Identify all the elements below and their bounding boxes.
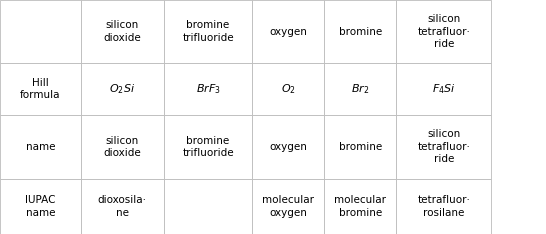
Bar: [396, 115, 491, 179]
Text: $F_{4}Si$: $F_{4}Si$: [432, 82, 456, 96]
Bar: [81, 63, 164, 115]
Bar: [396, 179, 491, 234]
Bar: [324, 179, 396, 234]
Text: silicon
tetrafluor·
ride: silicon tetrafluor· ride: [418, 14, 470, 49]
Text: $O_{2}$: $O_{2}$: [281, 82, 296, 96]
Bar: [81, 179, 164, 234]
Text: bromine
trifluoride: bromine trifluoride: [182, 136, 234, 158]
Bar: [252, 63, 324, 115]
Bar: [252, 115, 324, 179]
Text: oxygen: oxygen: [269, 27, 307, 37]
Text: molecular
bromine: molecular bromine: [334, 195, 387, 218]
Text: silicon
tetrafluor·
ride: silicon tetrafluor· ride: [418, 129, 470, 164]
Text: silicon
dioxide: silicon dioxide: [103, 20, 141, 43]
Bar: [252, 179, 324, 234]
Bar: [396, 63, 491, 115]
Text: dioxosila·
ne: dioxosila· ne: [98, 195, 147, 218]
Bar: [164, 115, 252, 179]
Text: bromine: bromine: [339, 142, 382, 152]
Text: Hill
formula: Hill formula: [20, 78, 61, 100]
Bar: [324, 115, 396, 179]
Text: $BrF_{3}$: $BrF_{3}$: [195, 82, 221, 96]
Text: $Br_{2}$: $Br_{2}$: [351, 82, 370, 96]
Bar: [81, 115, 164, 179]
Text: bromine
trifluoride: bromine trifluoride: [182, 20, 234, 43]
Text: silicon
dioxide: silicon dioxide: [103, 136, 141, 158]
Bar: [164, 0, 252, 63]
Bar: [0, 0, 81, 63]
Bar: [324, 63, 396, 115]
Bar: [164, 179, 252, 234]
Text: tetrafluor·
rosilane: tetrafluor· rosilane: [418, 195, 470, 218]
Bar: [0, 179, 81, 234]
Text: $O_{2}Si$: $O_{2}Si$: [109, 82, 135, 96]
Text: bromine: bromine: [339, 27, 382, 37]
Text: IUPAC
name: IUPAC name: [25, 195, 56, 218]
Bar: [0, 63, 81, 115]
Bar: [164, 63, 252, 115]
Text: name: name: [26, 142, 55, 152]
Bar: [81, 0, 164, 63]
Text: oxygen: oxygen: [269, 142, 307, 152]
Bar: [324, 0, 396, 63]
Text: molecular
oxygen: molecular oxygen: [262, 195, 314, 218]
Bar: [396, 0, 491, 63]
Bar: [252, 0, 324, 63]
Bar: [0, 115, 81, 179]
